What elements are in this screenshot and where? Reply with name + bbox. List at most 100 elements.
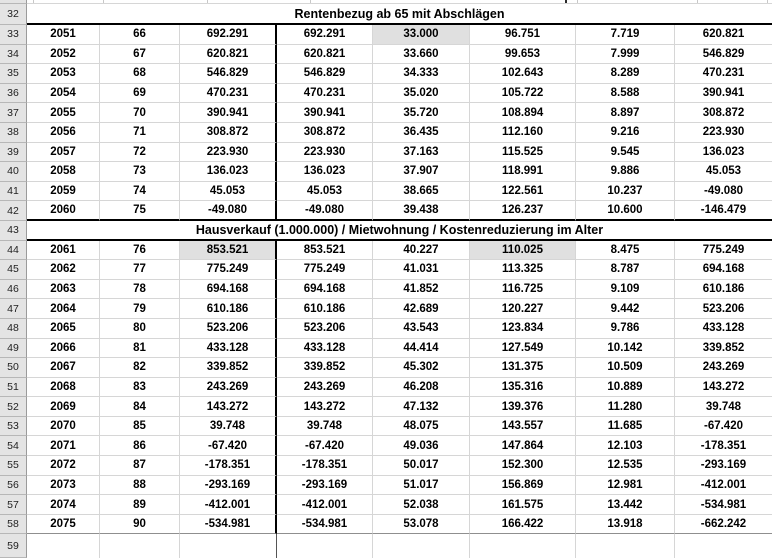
- cell[interactable]: 96.751: [470, 25, 576, 45]
- cell[interactable]: 45.053: [675, 162, 772, 182]
- row-header[interactable]: 53: [0, 416, 27, 437]
- cell[interactable]: 9.442: [576, 299, 675, 319]
- cell[interactable]: 147.864: [470, 436, 576, 457]
- cell[interactable]: 166.422: [470, 514, 576, 535]
- cell[interactable]: 2067: [27, 358, 100, 378]
- cell[interactable]: -67.420: [675, 417, 772, 437]
- cell[interactable]: 80: [100, 318, 180, 339]
- cell[interactable]: 102.643: [470, 64, 576, 84]
- cell[interactable]: 2055: [27, 103, 100, 123]
- row-header[interactable]: 55: [0, 456, 27, 476]
- cell[interactable]: 10.142: [576, 338, 675, 359]
- cell[interactable]: 2065: [27, 318, 100, 339]
- cell[interactable]: 143.272: [277, 397, 373, 417]
- cell[interactable]: -293.169: [180, 475, 277, 496]
- row-header[interactable]: 47: [0, 299, 27, 319]
- cell[interactable]: 120.227: [470, 299, 576, 319]
- cell[interactable]: 156.869: [470, 475, 576, 496]
- cell[interactable]: [675, 534, 772, 557]
- cell[interactable]: 45.053: [180, 181, 277, 202]
- cell[interactable]: 122.561: [470, 181, 576, 202]
- cell[interactable]: 390.941: [180, 103, 277, 123]
- cell[interactable]: 2068: [27, 377, 100, 398]
- cell[interactable]: 9.216: [576, 122, 675, 143]
- cell[interactable]: 33.000: [373, 25, 470, 45]
- cell[interactable]: 7.999: [576, 44, 675, 65]
- cell[interactable]: 470.231: [277, 83, 373, 104]
- cell[interactable]: 34.333: [373, 64, 470, 84]
- cell[interactable]: 53.078: [373, 514, 470, 535]
- cell[interactable]: [373, 534, 470, 558]
- cell[interactable]: 9.886: [576, 162, 675, 182]
- cell[interactable]: 2070: [27, 416, 100, 437]
- cell[interactable]: 143.272: [675, 378, 772, 398]
- cell[interactable]: 8.588: [576, 83, 675, 104]
- cell[interactable]: 12.981: [576, 475, 675, 496]
- cell[interactable]: 433.128: [675, 319, 772, 339]
- cell[interactable]: 39.438: [373, 201, 470, 221]
- cell[interactable]: 7.719: [576, 25, 675, 45]
- cell[interactable]: 126.237: [470, 201, 576, 221]
- cell[interactable]: 339.852: [277, 358, 373, 378]
- cell[interactable]: 85: [100, 416, 180, 437]
- row-header[interactable]: 41: [0, 181, 27, 202]
- cell[interactable]: 131.375: [470, 358, 576, 378]
- row-header[interactable]: 37: [0, 103, 27, 123]
- cell[interactable]: 35.020: [373, 83, 470, 104]
- cell[interactable]: 73: [100, 162, 180, 182]
- cell[interactable]: 139.376: [470, 397, 576, 417]
- row-header[interactable]: 36: [0, 83, 27, 104]
- cell[interactable]: 853.521: [180, 240, 277, 261]
- cell[interactable]: 610.186: [277, 299, 373, 319]
- cell[interactable]: 523.206: [675, 299, 772, 319]
- cell[interactable]: -662.242: [675, 515, 772, 535]
- cell[interactable]: 853.521: [277, 240, 373, 261]
- cell[interactable]: 76: [100, 240, 180, 261]
- cell[interactable]: 79: [100, 299, 180, 319]
- cell[interactable]: [27, 534, 100, 558]
- cell[interactable]: 308.872: [277, 122, 373, 143]
- row-header[interactable]: 49: [0, 338, 27, 359]
- row-header[interactable]: 40: [0, 162, 27, 182]
- cell[interactable]: 10.600: [576, 201, 675, 221]
- row-header[interactable]: 42: [0, 201, 27, 221]
- row-header[interactable]: 44: [0, 240, 27, 261]
- cell[interactable]: 78: [100, 279, 180, 300]
- cell[interactable]: -412.001: [180, 495, 277, 515]
- cell[interactable]: [180, 534, 277, 558]
- cell[interactable]: 694.168: [180, 279, 277, 300]
- cell[interactable]: 2063: [27, 279, 100, 300]
- cell[interactable]: 2060: [27, 201, 100, 221]
- cell[interactable]: 50.017: [373, 456, 470, 476]
- cell[interactable]: 87: [100, 456, 180, 476]
- cell[interactable]: 546.829: [180, 64, 277, 84]
- cell[interactable]: 45.302: [373, 358, 470, 378]
- cell[interactable]: 81: [100, 338, 180, 359]
- section-header[interactable]: Rentenbezug ab 65 mit Abschlägen: [27, 4, 772, 25]
- cell[interactable]: 77: [100, 260, 180, 280]
- cell[interactable]: 9.545: [576, 142, 675, 163]
- cell[interactable]: 523.206: [180, 318, 277, 339]
- cell[interactable]: 74: [100, 181, 180, 202]
- cell[interactable]: -178.351: [180, 456, 277, 476]
- cell[interactable]: 339.852: [675, 339, 772, 359]
- cell[interactable]: 41.031: [373, 260, 470, 280]
- cell[interactable]: 161.575: [470, 495, 576, 515]
- row-header[interactable]: 46: [0, 279, 27, 300]
- cell[interactable]: 2069: [27, 397, 100, 417]
- cell[interactable]: 2062: [27, 260, 100, 280]
- cell[interactable]: 470.231: [180, 83, 277, 104]
- cell[interactable]: 83: [100, 377, 180, 398]
- cell[interactable]: [100, 534, 180, 558]
- cell[interactable]: 8.897: [576, 103, 675, 123]
- cell[interactable]: 2059: [27, 181, 100, 202]
- cell[interactable]: 113.325: [470, 260, 576, 280]
- cell[interactable]: 37.163: [373, 142, 470, 163]
- cell[interactable]: 36.435: [373, 122, 470, 143]
- cell[interactable]: 115.525: [470, 142, 576, 163]
- cell[interactable]: 223.930: [180, 142, 277, 163]
- cell[interactable]: 135.316: [470, 377, 576, 398]
- cell[interactable]: 2056: [27, 122, 100, 143]
- cell[interactable]: 123.834: [470, 318, 576, 339]
- cell[interactable]: 69: [100, 83, 180, 104]
